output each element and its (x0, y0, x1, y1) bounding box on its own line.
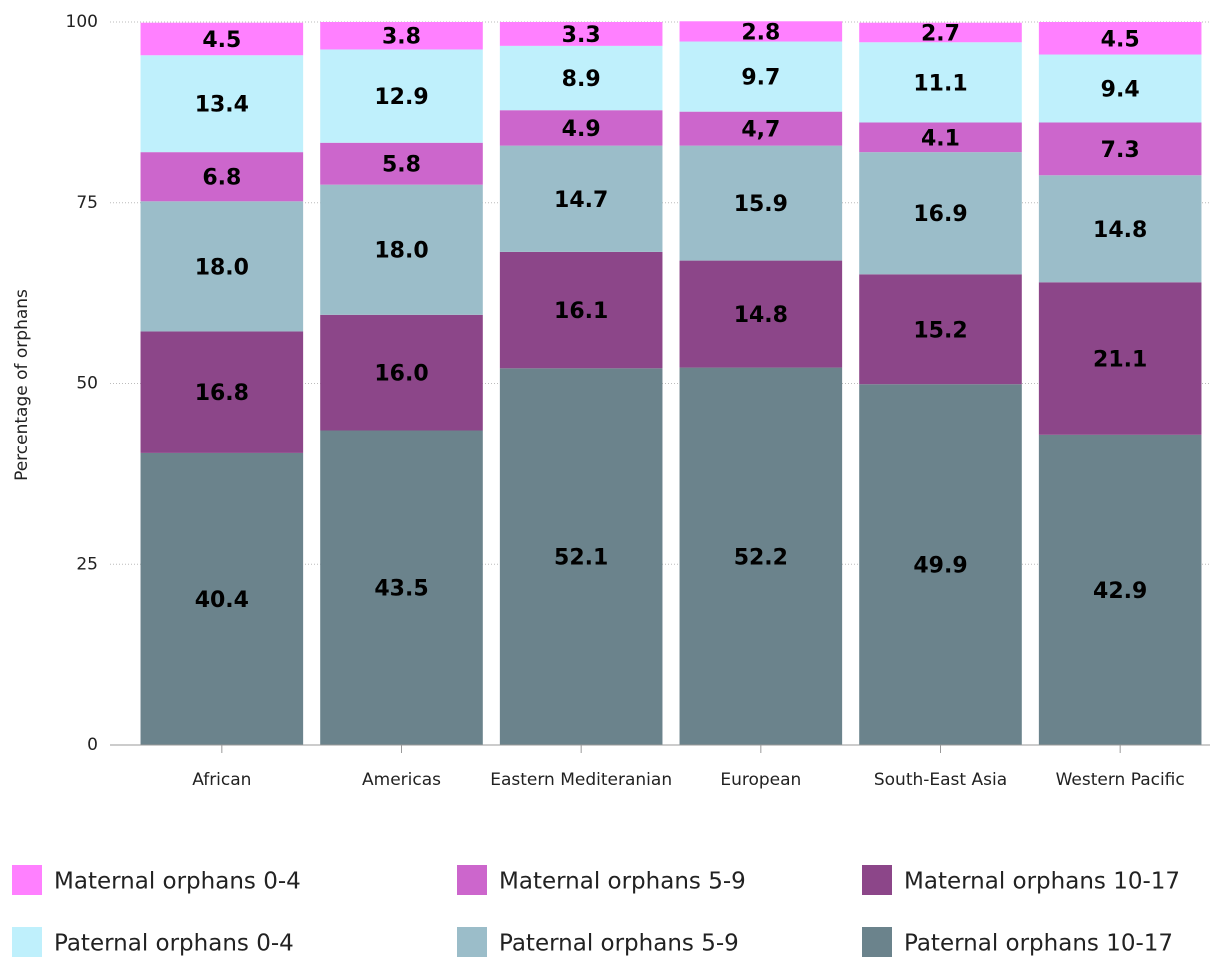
bar-segment (679, 260, 843, 368)
legend-label: Maternal orphans 5-9 (499, 869, 746, 895)
value-label: 43.5 (374, 577, 428, 602)
value-label: 18.0 (374, 239, 428, 264)
bar-segment (320, 184, 483, 315)
bar-segment (499, 368, 663, 745)
legend-label: Paternal orphans 10-17 (904, 931, 1173, 957)
value-label: 52.2 (734, 545, 788, 570)
y-tick-label: 100 (66, 12, 98, 32)
bar-segment (1038, 282, 1202, 435)
value-label: 4.5 (1101, 27, 1140, 52)
x-tick-label: South-East Asia (874, 770, 1007, 790)
bar-segment (1038, 175, 1202, 283)
bar-segment (140, 331, 304, 453)
value-label: 15.9 (734, 192, 788, 217)
bar-segment (679, 145, 843, 261)
legend-swatch (457, 865, 487, 895)
bar-segment (140, 152, 304, 202)
legend-label: Maternal orphans 0-4 (54, 869, 301, 895)
value-label: 2.7 (921, 21, 960, 46)
bar-segment (1038, 434, 1202, 745)
x-tick-label: African (192, 770, 251, 790)
bar-segment (1038, 122, 1202, 176)
value-label: 5.8 (382, 153, 421, 178)
value-label: 16.8 (195, 381, 249, 406)
x-tick-label: Western Pacific (1056, 770, 1185, 790)
legend-swatch (862, 927, 892, 957)
legend-label: Paternal orphans 5-9 (499, 931, 739, 957)
value-label: 14.8 (734, 303, 788, 328)
bar-segment (499, 45, 663, 111)
bar-segment (859, 152, 1022, 275)
value-label: 4.9 (562, 117, 601, 142)
bar-segment (320, 142, 483, 185)
value-label: 21.1 (1093, 348, 1147, 373)
bar-segment (1038, 54, 1202, 123)
bar-segment (320, 22, 483, 50)
value-label: 42.9 (1093, 579, 1147, 604)
value-label: 3.8 (382, 25, 421, 50)
value-label: 40.4 (195, 588, 249, 613)
bar-segment (320, 49, 483, 143)
bar-segment (140, 452, 304, 745)
value-label: 52.1 (554, 546, 608, 571)
value-label: 11.1 (913, 71, 967, 96)
bar-segment (679, 41, 843, 112)
bar-segment (859, 384, 1022, 745)
value-label: 2.8 (741, 20, 780, 45)
value-label: 4,7 (741, 118, 780, 143)
bar-segment (140, 201, 304, 332)
bar-segment (859, 122, 1022, 153)
value-label: 9.7 (741, 66, 780, 91)
x-tick-label: European (720, 770, 801, 790)
value-label: 49.9 (913, 554, 967, 579)
bar-segment (320, 314, 483, 431)
legend-swatch (862, 865, 892, 895)
x-tick-label: Americas (362, 770, 441, 790)
bar-segment (320, 430, 483, 745)
value-label: 16.1 (554, 299, 608, 324)
legend-swatch (12, 927, 42, 957)
legend-swatch (457, 927, 487, 957)
value-label: 16.9 (913, 202, 967, 227)
value-label: 4.1 (921, 126, 960, 151)
value-label: 13.4 (195, 93, 249, 118)
value-label: 18.0 (195, 255, 249, 280)
y-tick-label: 50 (76, 374, 98, 394)
value-label: 9.4 (1101, 78, 1140, 103)
bar-segment (679, 21, 843, 42)
bar-segment (859, 42, 1022, 123)
value-label: 12.9 (374, 85, 428, 110)
y-tick-label: 0 (87, 735, 98, 755)
bar-segment (140, 55, 304, 153)
bar-segment (140, 22, 304, 56)
value-label: 7.3 (1101, 138, 1140, 163)
value-label: 8.9 (562, 67, 601, 92)
y-tick-label: 25 (76, 554, 98, 574)
bar-segment (679, 367, 843, 745)
legend-swatch (12, 865, 42, 895)
y-axis-label: Percentage of orphans (12, 289, 32, 481)
legend-label: Maternal orphans 10-17 (904, 869, 1180, 895)
value-label: 15.2 (913, 318, 967, 343)
value-label: 3.3 (562, 23, 601, 48)
value-label: 14.8 (1093, 218, 1147, 243)
value-label: 16.0 (374, 362, 428, 387)
bar-segment (1038, 22, 1202, 55)
y-tick-label: 75 (76, 193, 98, 213)
value-label: 14.7 (554, 188, 608, 213)
x-tick-label: Eastern Mediteranian (490, 770, 672, 790)
bar-segment (859, 22, 1022, 43)
legend-label: Paternal orphans 0-4 (54, 931, 294, 957)
bar-segment (499, 22, 663, 46)
bar-segment (679, 111, 843, 146)
value-label: 6.8 (202, 166, 241, 191)
bar-segment (499, 145, 663, 252)
bar-segment (499, 251, 663, 369)
bar-segment (859, 274, 1022, 385)
bar-segment (499, 110, 663, 146)
value-label: 4.5 (202, 28, 241, 53)
